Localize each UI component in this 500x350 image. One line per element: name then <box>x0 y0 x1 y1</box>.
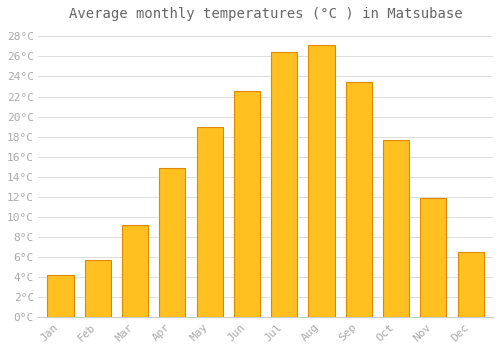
Bar <box>346 82 372 317</box>
Title: Average monthly temperatures (°C ) in Matsubase: Average monthly temperatures (°C ) in Ma… <box>69 7 462 21</box>
Bar <box>122 225 148 317</box>
Bar <box>308 46 334 317</box>
Bar <box>48 275 74 317</box>
Bar <box>234 91 260 317</box>
Bar <box>458 252 483 317</box>
Bar <box>84 260 111 317</box>
Bar <box>420 198 446 317</box>
Bar <box>383 140 409 317</box>
Bar <box>196 127 222 317</box>
Bar <box>271 52 297 317</box>
Bar <box>160 168 186 317</box>
